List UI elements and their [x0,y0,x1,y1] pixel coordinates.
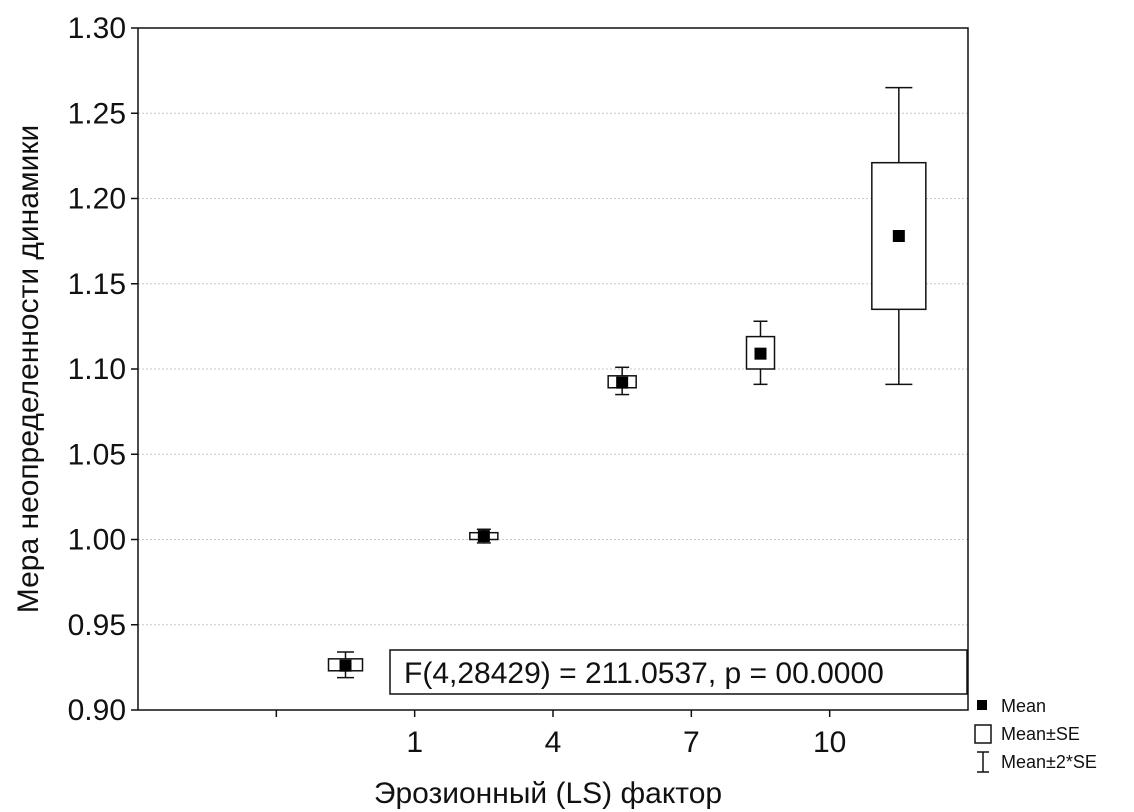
x-tick-label: 4 [545,726,562,759]
y-tick-label: 1.30 [68,12,126,45]
box-group [607,366,637,396]
legend-item: Mean±2*SE [977,751,1097,773]
mean-marker [339,659,352,672]
mean-marker [754,347,767,360]
box-group [469,528,499,544]
box-group [327,651,364,679]
annotation-box: F(4,28429) = 211.0537, p = 00.0000 [389,649,968,695]
annotation-frame [389,649,968,695]
x-axis-title: Эрозионный (LS) фактор [374,777,722,810]
x-axis: 1 4 7 10 [275,710,846,759]
y-tick-label: 0.90 [68,694,126,727]
x-tick-label: 1 [406,726,423,759]
legend-label: Mean [1001,696,1046,716]
y-tick-label: 1.05 [68,438,126,471]
y-axis-title: Мера неопределенности динамики [12,125,45,613]
legend-item: Mean±SE [974,724,1080,744]
x-tick-label: 10 [813,726,846,759]
x-tick-label: 7 [683,726,700,759]
legend-label: Mean±SE [1001,724,1080,744]
y-axis: 0.90 0.95 1.00 1.05 1.10 1.15 1.20 1.25 1.30 [68,12,138,727]
y-tick-label: 1.15 [68,268,126,301]
grid-lines [138,112,968,626]
annotation-text: F(4,28429) = 211.0537, p = 00.0000 [404,657,884,690]
box-group [871,86,927,386]
y-tick-label: 1.20 [68,183,126,216]
mean-marker [892,230,905,243]
y-tick-label: 0.95 [68,609,126,642]
box-group [745,320,776,386]
legend-mean-icon [977,700,987,710]
legend-box-icon [974,724,992,744]
legend-whisker-icon [977,751,989,773]
y-tick-label: 1.10 [68,353,126,386]
mean-marker [616,376,629,389]
legend: Mean Mean±SE Mean±2*SE [974,696,1097,773]
y-tick-label: 1.25 [68,97,126,130]
legend-label: Mean±2*SE [1001,752,1097,772]
legend-item: Mean [977,696,1046,716]
y-tick-label: 1.00 [68,524,126,557]
mean-marker [477,530,490,543]
box-series [327,86,927,679]
